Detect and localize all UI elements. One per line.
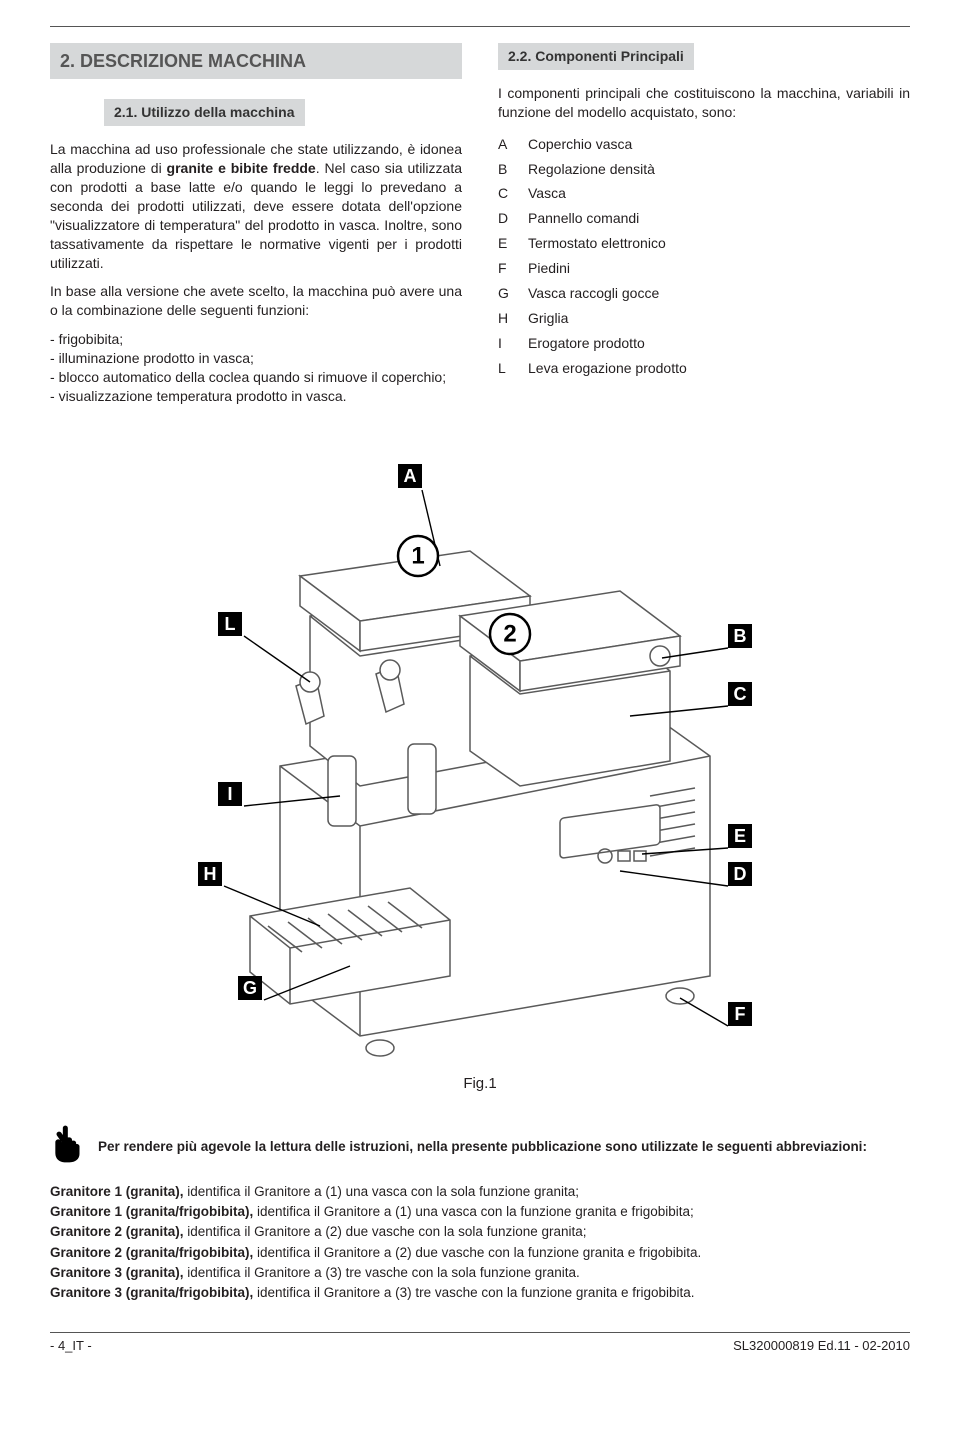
def-bold: Granitore 3 (granita/frigobibita), [50, 1285, 253, 1300]
comp-val: Vasca raccogli gocce [528, 281, 697, 306]
svg-text:2: 2 [503, 620, 516, 647]
paragraph-functions-intro: In base alla versione che avete scelto, … [50, 282, 462, 320]
components-table: ACoperchio vasca BRegolazione densità CV… [498, 132, 697, 381]
badge-A: A [398, 464, 422, 488]
def-bold: Granitore 2 (granita/frigobibita), [50, 1245, 253, 1260]
svg-text:C: C [734, 684, 747, 704]
comp-val: Pannello comandi [528, 206, 697, 231]
comp-key: A [498, 132, 528, 157]
def-bold: Granitore 3 (granita), [50, 1265, 184, 1280]
subsection-2-1: 2.1. Utilizzo della macchina [104, 99, 305, 126]
functions-list: frigobibita; illuminazione prodotto in v… [50, 330, 462, 406]
abbreviations-list: Granitore 1 (granita), identifica il Gra… [50, 1183, 910, 1302]
badge-G: G [238, 976, 262, 1000]
comp-val: Leva erogazione prodotto [528, 356, 697, 381]
section-title: 2. DESCRIZIONE MACCHINA [50, 43, 462, 79]
comp-key: D [498, 206, 528, 231]
components-intro: I componenti principali che costituiscon… [498, 84, 910, 122]
comp-val: Coperchio vasca [528, 132, 697, 157]
svg-text:H: H [204, 864, 217, 884]
def-text: identifica il Granitore a (2) due vasche… [184, 1224, 587, 1239]
def-text: identifica il Granitore a (1) una vasca … [184, 1184, 579, 1199]
svg-text:G: G [243, 978, 257, 998]
comp-key: H [498, 306, 528, 331]
svg-text:I: I [227, 784, 232, 804]
comp-val: Regolazione densità [528, 157, 697, 182]
comp-key: C [498, 181, 528, 206]
comp-val: Piedini [528, 256, 697, 281]
list-item: frigobibita; [50, 330, 462, 349]
comp-key: B [498, 157, 528, 182]
badge-L: L [218, 612, 242, 636]
def-text: identifica il Granitore a (2) due vasche… [253, 1245, 701, 1260]
list-item: visualizzazione temperatura prodotto in … [50, 387, 462, 406]
badge-B: B [728, 624, 752, 648]
list-item: blocco automatico della coclea quando si… [50, 368, 462, 387]
svg-text:E: E [734, 826, 746, 846]
svg-text:F: F [735, 1004, 746, 1024]
comp-key: G [498, 281, 528, 306]
badge-D: D [728, 862, 752, 886]
def-bold: Granitore 2 (granita), [50, 1224, 184, 1239]
footer-doc-id: SL320000819 Ed.11 - 02-2010 [733, 1337, 910, 1355]
list-item: illuminazione prodotto in vasca; [50, 349, 462, 368]
callout-circle-1: 1 [398, 536, 438, 576]
callout-circle-2: 2 [490, 614, 530, 654]
svg-text:1: 1 [411, 542, 424, 569]
comp-key: E [498, 231, 528, 256]
machine-diagram: 1 2 A L B C I E D H G F Fig.1 [150, 456, 810, 1094]
svg-text:A: A [404, 466, 417, 486]
badge-F: F [728, 1002, 752, 1026]
comp-val: Erogatore prodotto [528, 331, 697, 356]
comp-val: Termostato elettronico [528, 231, 697, 256]
p1-b: . Nel caso sia utilizzata con prodotti a… [50, 160, 462, 270]
paragraph-usage: La macchina ad uso professionale che sta… [50, 140, 462, 272]
def-text: identifica il Granitore a (3) tre vasche… [253, 1285, 694, 1300]
svg-text:L: L [225, 614, 236, 634]
comp-key: L [498, 356, 528, 381]
badge-I: I [218, 782, 242, 806]
subsection-2-2: 2.2. Componenti Principali [498, 43, 694, 70]
def-bold: Granitore 1 (granita), [50, 1184, 184, 1199]
footer-page-number: - 4_IT - [50, 1337, 92, 1355]
comp-val: Vasca [528, 181, 697, 206]
def-bold: Granitore 1 (granita/frigobibita), [50, 1204, 253, 1219]
comp-key: I [498, 331, 528, 356]
svg-text:B: B [734, 626, 747, 646]
def-text: identifica il Granitore a (1) una vasca … [253, 1204, 694, 1219]
note-text: Per rendere più agevole la lettura delle… [98, 1124, 867, 1156]
comp-val: Griglia [528, 306, 697, 331]
p1-bold: granite e bibite fredde [167, 160, 316, 176]
badge-E: E [728, 824, 752, 848]
figure-caption: Fig.1 [150, 1074, 810, 1094]
pointing-hand-icon [50, 1124, 84, 1169]
def-text: identifica il Granitore a (3) tre vasche… [184, 1265, 580, 1280]
comp-key: F [498, 256, 528, 281]
badge-H: H [198, 862, 222, 886]
svg-text:D: D [734, 864, 747, 884]
badge-C: C [728, 682, 752, 706]
